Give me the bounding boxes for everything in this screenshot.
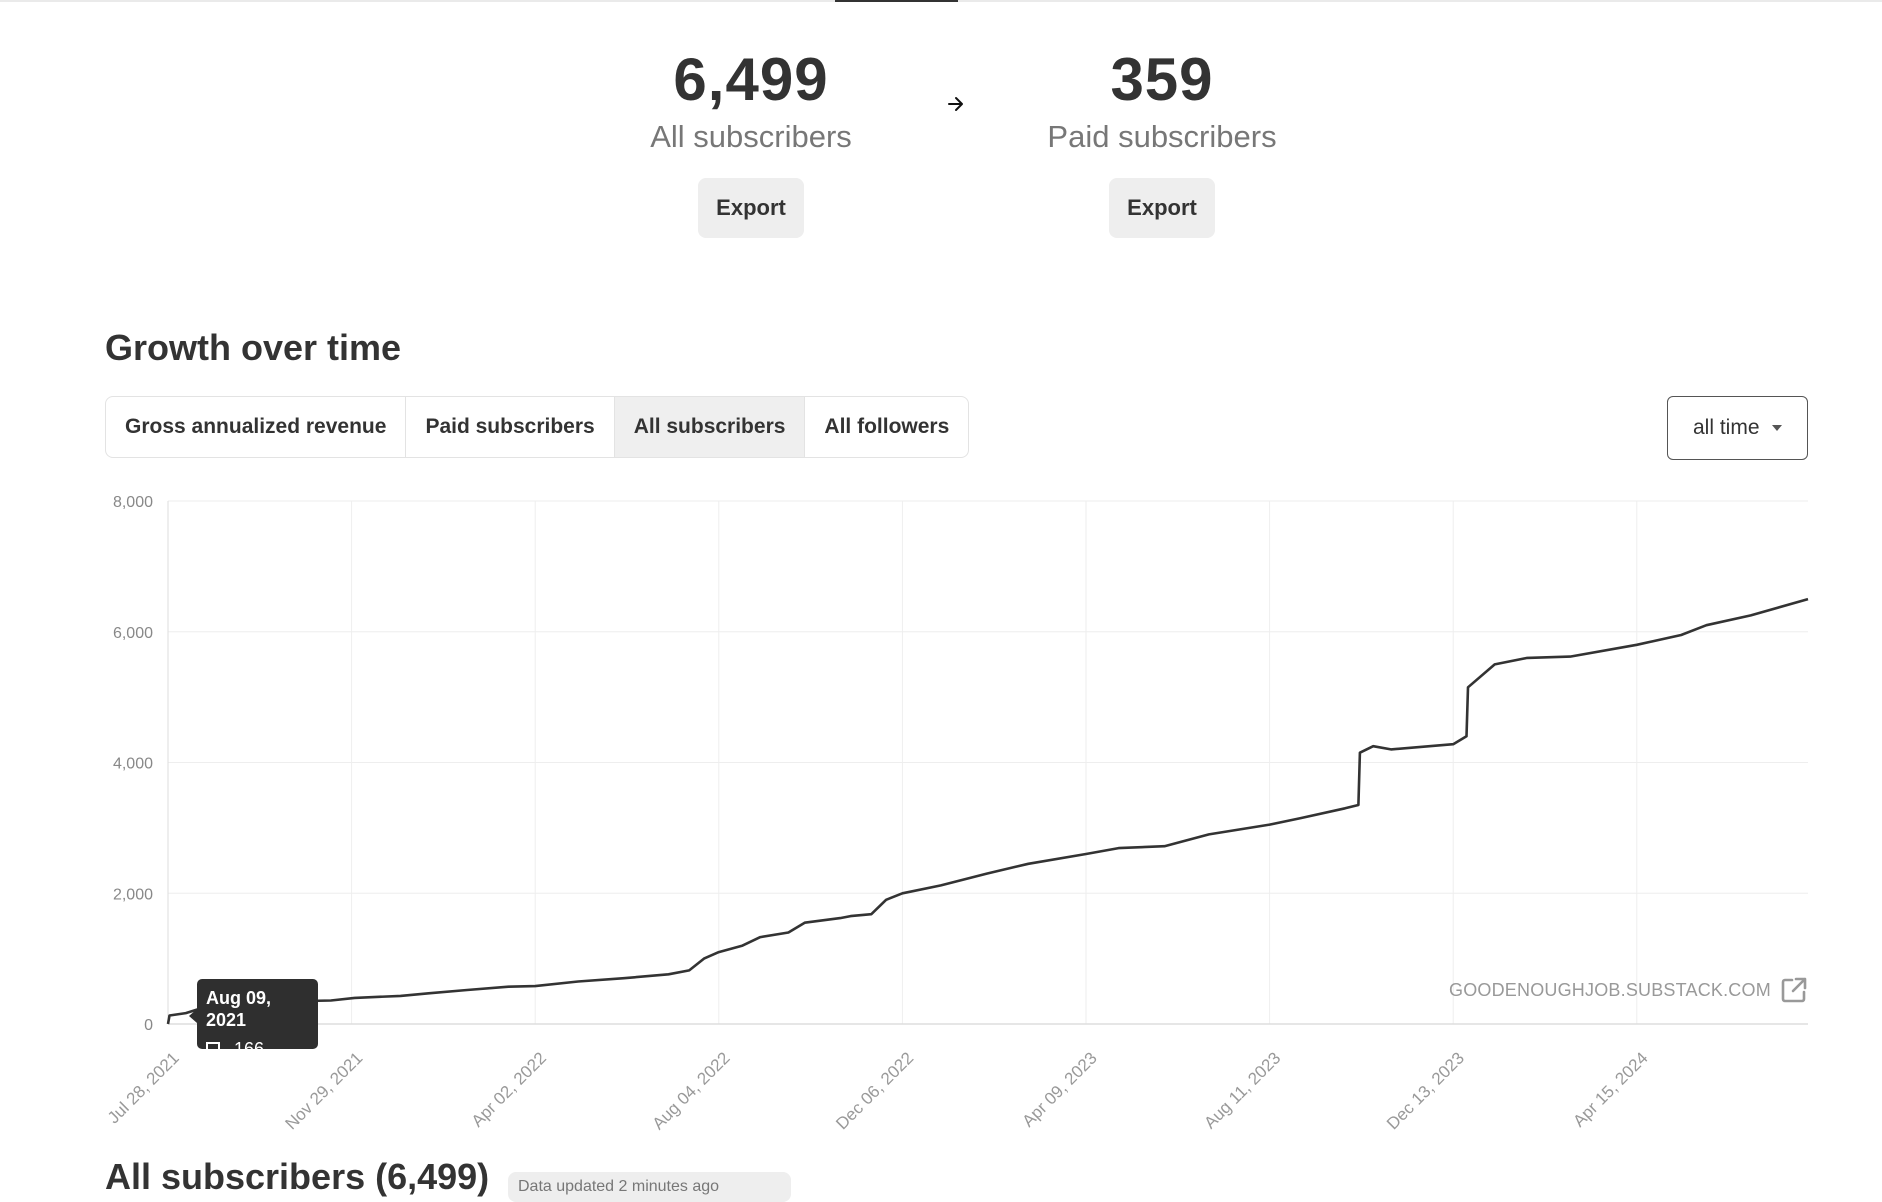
chart-grid xyxy=(167,500,1808,1025)
caret-down-icon xyxy=(1772,425,1782,431)
tooltip-value: 166 xyxy=(234,1039,265,1059)
x-tick-label: Dec 13, 2023 xyxy=(1383,1048,1468,1133)
stat-all-subscribers: 6,499 All subscribers Export xyxy=(571,44,931,238)
y-tick-label: 4,000 xyxy=(113,756,153,773)
export-paid-button[interactable]: Export xyxy=(1109,178,1215,238)
x-tick-label: Jul 28, 2021 xyxy=(104,1048,183,1127)
all-subscribers-count: 6,499 xyxy=(673,46,829,113)
y-tick-label: 0 xyxy=(144,1017,153,1034)
all-subscribers-label: All subscribers xyxy=(650,119,852,154)
time-range-value: all time xyxy=(1693,416,1760,439)
tab-all-subscribers[interactable]: All subscribers xyxy=(614,397,806,457)
series-swatch-icon xyxy=(206,1042,220,1056)
paid-subscribers-label: Paid subscribers xyxy=(1047,119,1277,154)
active-tab-indicator xyxy=(835,0,958,2)
tab-gross-annualized-revenue[interactable]: Gross annualized revenue xyxy=(106,397,407,457)
growth-title: Growth over time xyxy=(105,327,402,368)
tooltip-date: Aug 09, 2021 xyxy=(206,988,272,1030)
x-tick-label: Dec 06, 2022 xyxy=(832,1048,917,1133)
paid-subscribers-count: 359 xyxy=(1110,46,1214,113)
series-layer xyxy=(166,597,1809,1025)
export-all-button[interactable]: Export xyxy=(698,178,804,238)
subscribers-list-title: All subscribers (6,499) xyxy=(105,1156,490,1197)
tab-all-followers[interactable]: All followers xyxy=(824,415,950,438)
data-updated-badge: Data updated 2 minutes ago xyxy=(508,1172,791,1202)
growth-chart: 0 2,000 4,000 6,000 8,000 Jul 28, 2021 Nov 29… xyxy=(104,494,1809,1133)
chart-tooltip: Aug 09, 2021 166 xyxy=(189,979,318,1059)
publication-url: GOODENOUGHJOB.SUBSTACK.COM xyxy=(1449,979,1771,1000)
tab-paid-subscribers[interactable]: Paid subscribers xyxy=(406,397,615,457)
x-tick-label: Aug 11, 2023 xyxy=(1200,1048,1284,1132)
tooltip-row: 166 xyxy=(206,1039,309,1059)
x-tick-label: Apr 09, 2023 xyxy=(1019,1048,1101,1130)
y-axis: 0 2,000 4,000 6,000 8,000 xyxy=(113,494,153,1034)
x-tick-label: Apr 02, 2022 xyxy=(468,1048,550,1130)
publication-link[interactable]: GOODENOUGHJOB.SUBSTACK.COM xyxy=(1449,970,1809,1010)
x-tick-label: Aug 04, 2022 xyxy=(649,1048,734,1133)
external-link-icon[interactable] xyxy=(1779,975,1809,1005)
arrow-right-icon xyxy=(948,97,963,111)
y-tick-label: 8,000 xyxy=(113,494,153,511)
all-subscribers-line xyxy=(166,597,1809,1025)
x-tick-label: Nov 29, 2021 xyxy=(281,1048,366,1133)
y-tick-label: 2,000 xyxy=(113,886,153,903)
y-tick-label: 6,000 xyxy=(113,625,153,642)
x-tick-label: Apr 15, 2024 xyxy=(1569,1048,1651,1130)
x-axis: Jul 28, 2021 Nov 29, 2021 Apr 02, 2022 Aug … xyxy=(104,1048,1652,1133)
stat-paid-subscribers: 359 Paid subscribers Export xyxy=(982,44,1342,238)
time-range-select[interactable]: all time xyxy=(1667,396,1808,460)
metric-tabs: Gross annualized revenue Paid subscriber… xyxy=(105,396,970,458)
